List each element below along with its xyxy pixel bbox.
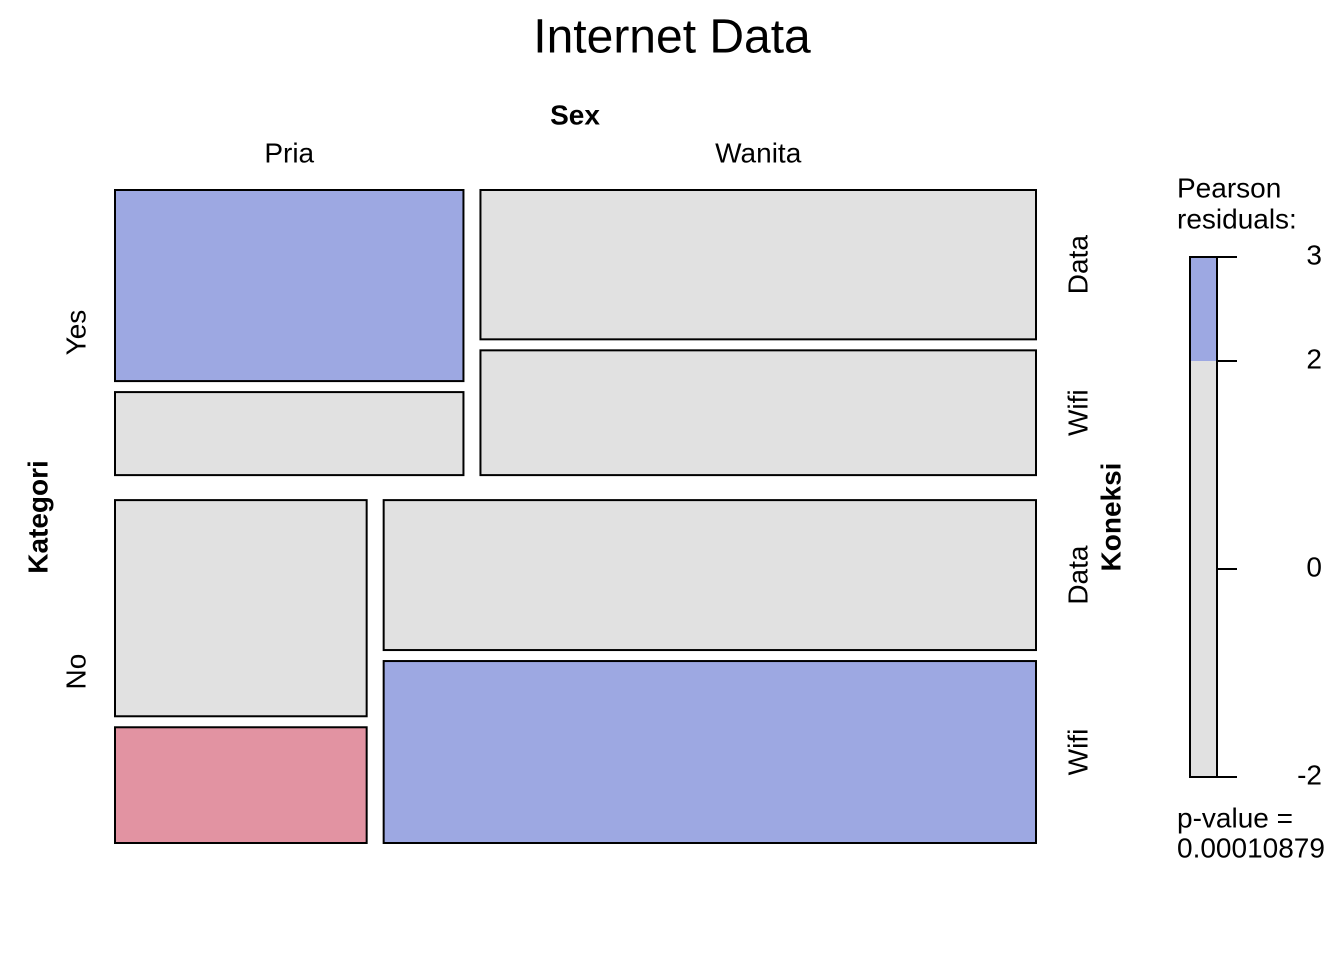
x-level-label: Pria bbox=[264, 137, 314, 168]
legend-frame bbox=[1189, 256, 1218, 778]
chart-title: Internet Data bbox=[533, 11, 811, 64]
p-value: 0.00010879 bbox=[1177, 832, 1325, 863]
legend-tick-label: 2 bbox=[1306, 343, 1322, 374]
legend-title: Pearson bbox=[1177, 172, 1281, 203]
mosaic-cell bbox=[479, 349, 1038, 477]
mosaic-cell bbox=[114, 189, 465, 383]
y-axis-label: Kategori bbox=[22, 460, 53, 574]
legend-title: residuals: bbox=[1177, 203, 1297, 234]
mosaic-cell bbox=[479, 189, 1038, 341]
z-level-label: Wifi bbox=[1062, 389, 1093, 436]
mosaic-cell bbox=[114, 499, 368, 718]
mosaic-cell bbox=[382, 660, 1037, 845]
y-level-label: No bbox=[60, 654, 91, 690]
mosaic-cell bbox=[114, 726, 368, 844]
p-value: p-value = bbox=[1177, 802, 1293, 833]
mosaic-cell bbox=[382, 499, 1037, 652]
legend-band bbox=[1190, 361, 1217, 777]
y-level-label: Yes bbox=[60, 310, 91, 356]
legend-tick-label: 0 bbox=[1306, 551, 1322, 582]
legend-band bbox=[1190, 257, 1217, 361]
z-axis-label: Koneksi bbox=[1095, 463, 1126, 572]
x-axis-label: Sex bbox=[550, 99, 600, 130]
x-level-label: Wanita bbox=[715, 137, 802, 168]
legend-tick-label: 3 bbox=[1306, 239, 1322, 270]
legend-tick-label: -2 bbox=[1297, 759, 1322, 790]
z-level-label: Wifi bbox=[1062, 729, 1093, 776]
mosaic-cell bbox=[114, 391, 465, 477]
z-level-label: Data bbox=[1062, 235, 1093, 295]
z-level-label: Data bbox=[1062, 545, 1093, 605]
